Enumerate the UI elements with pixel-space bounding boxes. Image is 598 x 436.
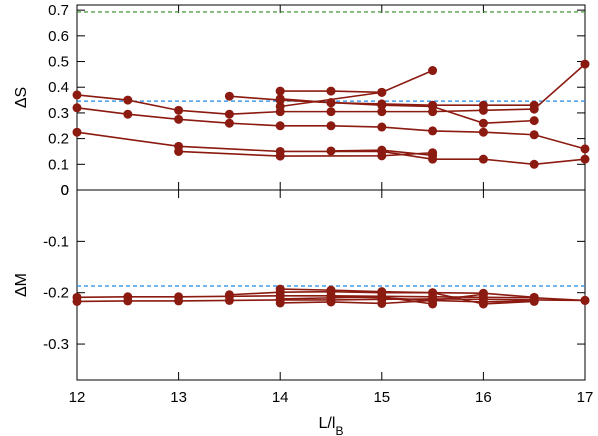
bottom-xtick-label: 16 xyxy=(475,389,492,406)
bottom-data-point xyxy=(478,297,488,307)
top-data-point xyxy=(326,121,336,131)
top-data-point xyxy=(428,126,438,136)
top-ytick-label: 0.6 xyxy=(48,28,69,45)
top-ytick-label: 0 xyxy=(61,182,69,199)
top-ytick-label: 0.3 xyxy=(48,105,69,122)
top-data-point xyxy=(72,103,82,113)
top-data-point xyxy=(123,109,133,119)
bottom-data-point xyxy=(275,284,285,294)
bottom-frame xyxy=(76,189,586,381)
top-data-point xyxy=(224,109,234,119)
bottom-ytick-label: -0.1 xyxy=(43,233,69,250)
bottom-data-point xyxy=(174,296,184,306)
top-data-point xyxy=(428,150,438,160)
top-data-point xyxy=(72,127,82,137)
top-data-point xyxy=(326,107,336,117)
top-data-point xyxy=(123,95,133,105)
top-data-point xyxy=(275,121,285,131)
top-data-point xyxy=(478,118,488,128)
bottom-series-line xyxy=(280,288,535,305)
bottom-data-point xyxy=(275,294,285,304)
bottom-data-point xyxy=(428,295,438,305)
top-data-point xyxy=(224,118,234,128)
top-series-line xyxy=(76,131,586,166)
top-data-point xyxy=(478,127,488,137)
bottom-xtick-label: 15 xyxy=(373,389,390,406)
bottom-data-point xyxy=(580,295,590,305)
top-data-point xyxy=(72,90,82,100)
bottom-xtick-label: 14 xyxy=(272,389,289,406)
bottom-ytick-label: -0.2 xyxy=(43,285,69,302)
top-data-point xyxy=(377,145,387,155)
bottom-data-point xyxy=(478,289,488,299)
top-series-line xyxy=(178,150,433,157)
top-data-point xyxy=(326,98,336,108)
x-axis-title: L/lB xyxy=(319,415,344,436)
top-ytick-label: 0.7 xyxy=(48,2,69,19)
bottom-data-point xyxy=(72,296,82,306)
bottom-data-point xyxy=(123,296,133,306)
bottom-xtick-label: 17 xyxy=(577,389,594,406)
bottom-data-point xyxy=(529,296,539,306)
top-data-point xyxy=(428,66,438,76)
top-ytick-label: 0.2 xyxy=(48,131,69,148)
bottom-ytick-label: 0 xyxy=(61,182,69,199)
top-data-point xyxy=(326,146,336,156)
top-data-point xyxy=(377,107,387,117)
top-data-point xyxy=(529,130,539,140)
bottom-data-point xyxy=(326,292,336,302)
top-data-point xyxy=(529,159,539,169)
top-data-point xyxy=(529,100,539,110)
top-data-point xyxy=(174,105,184,115)
top-data-point xyxy=(580,144,590,154)
top-ytick-label: 0.4 xyxy=(48,79,69,96)
top-data-point xyxy=(275,86,285,96)
top-data-point xyxy=(478,100,488,110)
top-data-point xyxy=(580,59,590,69)
top-data-point xyxy=(275,101,285,111)
bottom-data-point xyxy=(377,293,387,303)
top-series-line xyxy=(280,97,535,125)
bottom-xtick-label: 13 xyxy=(170,389,187,406)
top-data-point xyxy=(428,101,438,111)
bottom-data-point xyxy=(326,285,336,295)
top-panel: 0 0.1 0.2 0.3 0.4 0.5 0.6 0.7 ΔS xyxy=(13,2,590,199)
top-ytick-label: 0.5 xyxy=(48,54,69,71)
top-ytick-label: 0.1 xyxy=(48,156,69,173)
top-data-point xyxy=(275,151,285,161)
top-data-point xyxy=(224,91,234,101)
top-data-point xyxy=(275,94,285,104)
bottom-ylabel: ΔM xyxy=(13,273,30,297)
top-data-point xyxy=(377,100,387,110)
top-data-point xyxy=(174,146,184,156)
top-data-point xyxy=(377,87,387,97)
bottom-data-point xyxy=(428,288,438,298)
top-data-point xyxy=(326,86,336,96)
bottom-ytick-label: -0.3 xyxy=(43,336,69,353)
top-data-point xyxy=(580,154,590,164)
top-data-point xyxy=(478,154,488,164)
bottom-panel: 0 -0.1 -0.2 -0.3 12 13 14 15 16 17 ΔM L/lB xyxy=(13,182,593,436)
bottom-xtick-label: 12 xyxy=(69,389,86,406)
top-data-point xyxy=(377,122,387,132)
top-data-point xyxy=(529,116,539,126)
top-ylabel: ΔS xyxy=(13,87,30,108)
bottom-data-point xyxy=(224,290,234,300)
top-data-point xyxy=(174,114,184,124)
